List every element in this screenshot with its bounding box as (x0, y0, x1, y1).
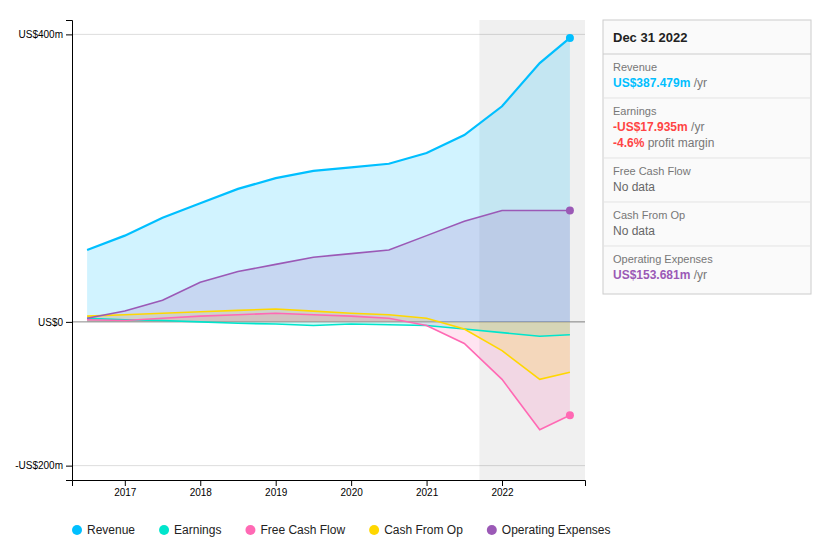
divider (603, 98, 811, 99)
x-tick-label: 2022 (491, 487, 514, 498)
y-tick-label: -US$200m (15, 460, 63, 471)
y-tick: US$400m (19, 29, 72, 40)
legend-label: Earnings (174, 523, 221, 537)
x-tick-label: 2018 (190, 487, 213, 498)
legend-swatch (72, 525, 82, 535)
y-axis-line (66, 21, 73, 481)
x-tick-mark (351, 480, 352, 486)
x-axis-line (73, 481, 586, 487)
line (87, 318, 570, 336)
y-tick: -US$200m (15, 460, 72, 471)
end-dot (566, 206, 574, 214)
info-value: No data (613, 180, 655, 194)
info-title: Dec 31 2022 (613, 30, 687, 45)
legend-item: Free Cash Flow (245, 523, 345, 537)
info-label: Cash From Op (613, 209, 685, 221)
x-tick: 2021 (416, 480, 439, 498)
info-value: -US$17.935m (613, 120, 688, 134)
info-box: Dec 31 2022 Revenue US$387.479m /yr Earning… (603, 20, 811, 294)
info-unit: /yr (690, 76, 707, 90)
legend-label: Free Cash Flow (260, 523, 345, 537)
plot-area (87, 20, 585, 480)
divider (603, 202, 811, 203)
info-value-line: No data (613, 180, 655, 194)
line (87, 210, 570, 318)
y-tick-label: US$0 (38, 317, 63, 328)
info-label: Earnings (613, 105, 657, 117)
line (87, 309, 570, 379)
chart: 2017 2018 2019 2020 2021 2022 -US$200m US$0 US$4… (0, 0, 821, 560)
y-axis: -US$200m US$0 US$400m (15, 21, 72, 481)
divider (603, 158, 811, 159)
info-value-line: US$387.479m /yr (613, 76, 707, 90)
legend-label: Operating Expenses (502, 523, 611, 537)
info-label: Revenue (613, 61, 657, 73)
info-note-value: -4.6% (613, 136, 645, 150)
divider (603, 246, 811, 247)
x-tick-mark (427, 480, 428, 486)
legend-item: Cash From Op (369, 523, 463, 537)
x-tick-label: 2020 (341, 487, 364, 498)
line (87, 313, 570, 429)
info-value: US$387.479m (613, 76, 690, 90)
legend-label: Revenue (87, 523, 135, 537)
x-tick-mark (276, 480, 277, 486)
y-tick-mark (66, 322, 72, 323)
x-axis: 2017 2018 2019 2020 2021 2022 (73, 480, 586, 498)
info-value-line: No data (613, 224, 655, 238)
legend-swatch (487, 525, 497, 535)
info-value: No data (613, 224, 655, 238)
legend-swatch (369, 525, 379, 535)
info-note-line: -4.6% profit margin (613, 136, 714, 150)
line (87, 38, 570, 250)
x-tick: 2017 (114, 480, 137, 498)
legend-item: Revenue (72, 523, 135, 537)
x-tick-mark (125, 480, 126, 486)
info-note-label: profit margin (644, 136, 714, 150)
info-value-line: -US$17.935m /yr (613, 120, 704, 134)
info-value: US$153.681m (613, 268, 690, 282)
area (87, 38, 570, 322)
legend-item: Operating Expenses (487, 523, 611, 537)
legend-label: Cash From Op (384, 523, 463, 537)
info-label: Operating Expenses (613, 253, 713, 265)
x-tick-mark (502, 480, 503, 486)
x-tick: 2020 (341, 480, 364, 498)
x-tick-label: 2021 (416, 487, 439, 498)
x-tick: 2019 (265, 480, 288, 498)
legend: Revenue Earnings Free Cash Flow Cash From O… (72, 523, 611, 537)
info-unit: /yr (688, 120, 705, 134)
x-tick-label: 2017 (114, 487, 137, 498)
end-dot (566, 411, 574, 419)
legend-item: Earnings (159, 523, 221, 537)
end-dot (566, 34, 574, 42)
area (87, 210, 570, 321)
divider (603, 54, 811, 55)
info-value-line: US$153.681m /yr (613, 268, 707, 282)
info-box-frame (603, 20, 811, 294)
x-tick: 2018 (190, 480, 213, 498)
y-tick-label: US$400m (19, 29, 63, 40)
x-tick-mark (200, 480, 201, 486)
info-label: Free Cash Flow (613, 165, 691, 177)
x-tick-label: 2019 (265, 487, 288, 498)
info-unit: /yr (690, 268, 707, 282)
legend-swatch (245, 525, 255, 535)
legend-swatch (159, 525, 169, 535)
y-tick-mark (66, 466, 72, 467)
y-tick: US$0 (38, 317, 72, 328)
x-tick: 2022 (491, 480, 514, 498)
y-tick-mark (66, 34, 72, 35)
